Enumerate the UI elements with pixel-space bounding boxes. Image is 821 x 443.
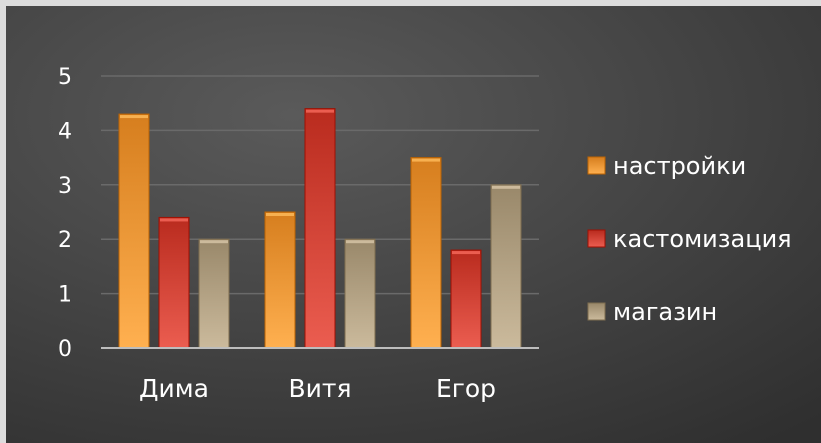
- bar-highlight: [266, 213, 294, 216]
- bar-highlight: [452, 251, 480, 255]
- bar-highlight: [412, 158, 440, 162]
- bar-настройки-Егор: [410, 157, 442, 349]
- y-tick-label: 4: [58, 119, 72, 144]
- legend-label: магазин: [613, 298, 717, 326]
- y-tick-label: 5: [58, 65, 72, 90]
- y-tick-label: 2: [58, 228, 72, 253]
- bar-highlight: [160, 218, 188, 222]
- legend-swatch: [587, 229, 606, 248]
- bar-магазин-Егор: [490, 184, 522, 349]
- bar-highlight: [492, 185, 520, 189]
- legend-swatch: [587, 156, 606, 175]
- chart-area: 0 1 2 3 4 5 Дима Витя Егор настройки кастомизация…: [6, 6, 821, 443]
- bar-кастомизация-Дима: [158, 216, 190, 349]
- y-tick-label: 1: [58, 283, 72, 308]
- bar-магазин-Витя: [344, 238, 376, 349]
- bar-highlight: [200, 240, 228, 244]
- bars: [118, 108, 522, 349]
- y-tick-label: 0: [58, 337, 72, 362]
- axes: 0 1 2 3 4 5 Дима Витя Егор: [58, 65, 539, 403]
- y-tick-label: 3: [58, 174, 72, 199]
- x-category-label: Витя: [288, 374, 351, 403]
- bar-магазин-Дима: [198, 238, 230, 349]
- bar-chart: 0 1 2 3 4 5 Дима Витя Егор настройки кастомизация…: [6, 6, 821, 443]
- x-category-label: Дима: [139, 374, 209, 403]
- bar-highlight: [120, 115, 148, 119]
- bar-кастомизация-Егор: [450, 249, 482, 349]
- x-category-label: Егор: [436, 374, 496, 403]
- legend-label: настройки: [613, 152, 746, 180]
- legend-label: кастомизация: [613, 225, 792, 253]
- bar-кастомизация-Витя: [304, 108, 336, 349]
- legend: настройки кастомизация магазин: [587, 152, 792, 326]
- legend-swatch: [587, 302, 606, 321]
- bar-настройки-Дима: [118, 113, 150, 349]
- bar-highlight: [306, 109, 334, 113]
- bar-highlight: [346, 240, 374, 244]
- bar-настройки-Витя: [264, 211, 296, 349]
